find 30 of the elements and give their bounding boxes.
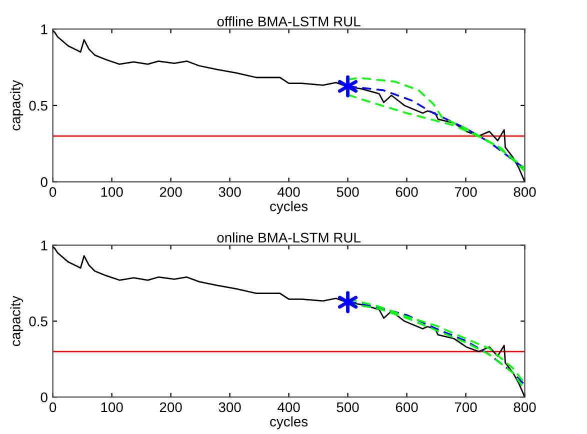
x-tick-label: 800 — [514, 187, 536, 197]
x-tick-label: 0 — [50, 187, 56, 197]
x-tick-label: 100 — [101, 187, 123, 197]
x-tick-label: 0 — [50, 402, 56, 412]
x-tick-label: 200 — [160, 402, 182, 412]
y-tick-label: 0 — [40, 392, 48, 402]
y-tick-label: 0.5 — [29, 100, 48, 111]
x-tick-label: 300 — [218, 402, 241, 412]
y-axis-title: capacity — [10, 296, 24, 346]
x-tick-label: 500 — [336, 187, 359, 197]
x-tick-label: 200 — [160, 187, 182, 197]
y-tick-label: 0 — [40, 177, 48, 188]
x-tick-label: 800 — [514, 402, 536, 412]
chart-title: online BMA-LSTM RUL — [217, 232, 361, 243]
x-tick-label: 400 — [278, 187, 300, 197]
x-axis-title: cycles — [270, 201, 308, 214]
y-tick-label: 1 — [41, 24, 48, 34]
x-tick-label: 700 — [454, 402, 477, 412]
y-axis-title: capacity — [10, 80, 24, 130]
x-tick-label: 600 — [396, 187, 418, 197]
x-tick-label: 500 — [336, 402, 359, 412]
y-tick-label: 0.5 — [29, 316, 48, 326]
x-tick-label: 100 — [101, 402, 123, 412]
x-tick-label: 600 — [396, 402, 418, 412]
chart-title: offline BMA-LSTM RUL — [217, 16, 360, 26]
x-tick-label: 300 — [218, 187, 241, 197]
x-tick-label: 700 — [454, 187, 477, 197]
x-tick-label: 400 — [278, 402, 300, 412]
x-axis-title: cycles — [270, 416, 308, 430]
y-tick-label: 1 — [41, 240, 48, 250]
